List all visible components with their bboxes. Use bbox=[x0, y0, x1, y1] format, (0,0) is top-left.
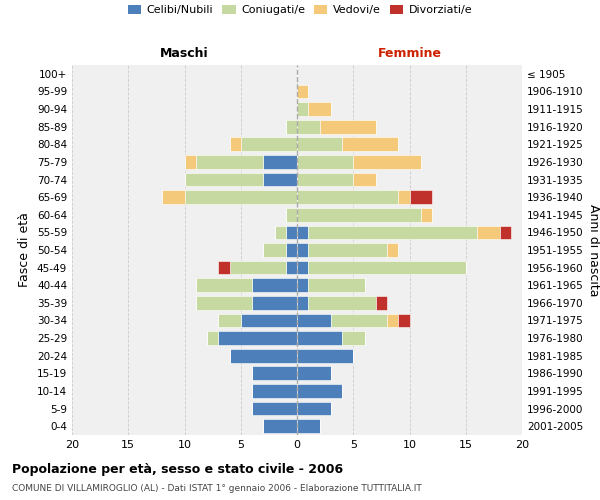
Bar bbox=[297, 243, 308, 257]
Bar bbox=[398, 314, 409, 328]
Bar bbox=[477, 226, 499, 239]
Bar bbox=[421, 208, 432, 222]
Bar bbox=[308, 243, 387, 257]
Bar bbox=[275, 226, 286, 239]
Text: COMUNE DI VILLAMIROGLIO (AL) - Dati ISTAT 1° gennaio 2006 - Elaborazione TUTTITA: COMUNE DI VILLAMIROGLIO (AL) - Dati ISTA… bbox=[12, 484, 422, 493]
Bar bbox=[308, 278, 365, 292]
Bar bbox=[308, 296, 376, 310]
Text: Popolazione per età, sesso e stato civile - 2006: Popolazione per età, sesso e stato civil… bbox=[12, 462, 343, 475]
Bar bbox=[286, 208, 297, 222]
Bar bbox=[286, 260, 297, 274]
Bar bbox=[297, 278, 308, 292]
Bar bbox=[308, 260, 466, 274]
Bar bbox=[297, 84, 308, 98]
Bar bbox=[286, 226, 297, 239]
Bar bbox=[342, 138, 398, 151]
Bar bbox=[297, 314, 331, 328]
Bar bbox=[229, 138, 241, 151]
Bar bbox=[229, 349, 297, 362]
Bar bbox=[297, 420, 320, 433]
Text: Femmine: Femmine bbox=[377, 46, 442, 60]
Bar bbox=[207, 331, 218, 345]
Bar bbox=[263, 155, 297, 169]
Bar bbox=[218, 314, 241, 328]
Bar bbox=[331, 314, 387, 328]
Bar bbox=[185, 155, 196, 169]
Bar bbox=[342, 331, 365, 345]
Bar bbox=[229, 260, 286, 274]
Y-axis label: Anni di nascita: Anni di nascita bbox=[587, 204, 600, 296]
Bar bbox=[252, 278, 297, 292]
Bar bbox=[185, 172, 263, 186]
Legend: Celibi/Nubili, Coniugati/e, Vedovi/e, Divorziati/e: Celibi/Nubili, Coniugati/e, Vedovi/e, Di… bbox=[124, 0, 476, 20]
Bar bbox=[297, 402, 331, 415]
Bar bbox=[196, 278, 252, 292]
Bar bbox=[297, 384, 342, 398]
Y-axis label: Fasce di età: Fasce di età bbox=[19, 212, 31, 288]
Bar bbox=[297, 155, 353, 169]
Bar bbox=[398, 190, 409, 204]
Bar bbox=[297, 226, 308, 239]
Bar bbox=[196, 296, 252, 310]
Bar bbox=[263, 243, 286, 257]
Bar bbox=[185, 190, 297, 204]
Bar bbox=[297, 208, 421, 222]
Bar bbox=[320, 120, 376, 134]
Bar bbox=[297, 102, 308, 116]
Bar bbox=[218, 331, 297, 345]
Bar bbox=[387, 314, 398, 328]
Bar bbox=[297, 260, 308, 274]
Bar bbox=[308, 102, 331, 116]
Bar bbox=[218, 260, 229, 274]
Bar bbox=[387, 243, 398, 257]
Bar bbox=[409, 190, 432, 204]
Bar bbox=[353, 155, 421, 169]
Text: Maschi: Maschi bbox=[160, 46, 209, 60]
Bar bbox=[263, 172, 297, 186]
Bar bbox=[162, 190, 185, 204]
Bar bbox=[263, 420, 297, 433]
Bar bbox=[286, 243, 297, 257]
Bar bbox=[252, 402, 297, 415]
Bar bbox=[286, 120, 297, 134]
Bar bbox=[297, 331, 342, 345]
Bar bbox=[353, 172, 376, 186]
Bar bbox=[297, 296, 308, 310]
Bar bbox=[196, 155, 263, 169]
Bar bbox=[241, 138, 297, 151]
Bar bbox=[499, 226, 511, 239]
Bar bbox=[297, 349, 353, 362]
Bar bbox=[376, 296, 387, 310]
Bar bbox=[297, 172, 353, 186]
Bar bbox=[252, 366, 297, 380]
Bar bbox=[297, 190, 398, 204]
Bar bbox=[297, 138, 342, 151]
Bar bbox=[297, 120, 320, 134]
Bar bbox=[297, 366, 331, 380]
Bar bbox=[252, 384, 297, 398]
Bar bbox=[308, 226, 477, 239]
Bar bbox=[252, 296, 297, 310]
Bar bbox=[241, 314, 297, 328]
